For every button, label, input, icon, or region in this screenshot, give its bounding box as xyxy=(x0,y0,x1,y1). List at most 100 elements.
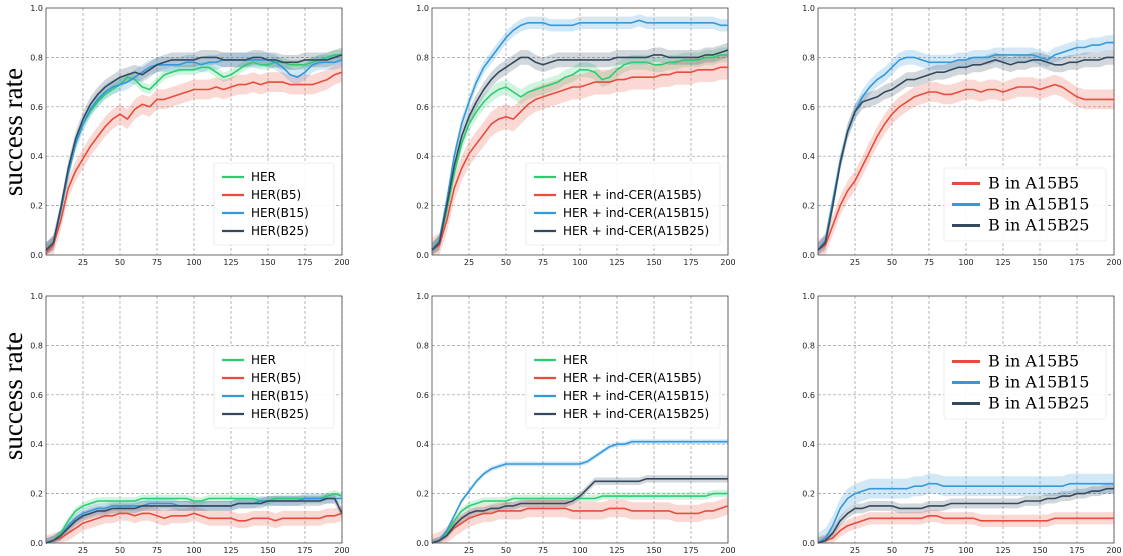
y-tick-label: 0.2 xyxy=(802,202,815,211)
axis-frame xyxy=(817,7,1115,256)
x-tick-label: 175 xyxy=(683,546,698,555)
series-line-2 xyxy=(431,66,728,251)
y-tick-label: 0.2 xyxy=(416,490,429,499)
legend-box xyxy=(213,345,335,429)
legend-label: B in A15B15 xyxy=(988,195,1089,214)
x-tick-label: 100 xyxy=(186,546,201,555)
subplot-3: 25 50 75 100 125 150 175 200 0.0 0.2 0.4 0.6 0.8 1.0 B… xyxy=(802,4,1121,267)
x-tick-label: 50 xyxy=(115,258,125,267)
legend-label: HER xyxy=(563,170,588,184)
y-tick-label: 0.2 xyxy=(30,202,43,211)
y-tick-label: 0.0 xyxy=(416,251,429,260)
y-tick-label: 0.0 xyxy=(30,251,43,260)
x-tick-label: 175 xyxy=(1069,546,1084,555)
series-line-3 xyxy=(431,19,728,251)
legend-box xyxy=(943,345,1107,420)
y-tick-label: 0.8 xyxy=(802,341,815,350)
x-tick-label: 25 xyxy=(78,546,88,555)
series-line-1 xyxy=(431,54,728,251)
legend-label: HER(B5) xyxy=(251,371,301,385)
y-tick-label: 1.0 xyxy=(416,4,429,13)
axis-frame xyxy=(431,295,729,544)
y-tick-label: 0.4 xyxy=(416,440,429,449)
y-tick-label: 0.8 xyxy=(416,341,429,350)
series-band-1 xyxy=(818,74,1114,255)
x-tick-label: 75 xyxy=(924,258,934,267)
y-tick-label: 1.0 xyxy=(416,292,429,301)
y-tick-label: 0.6 xyxy=(30,391,43,400)
x-tick-label: 200 xyxy=(334,258,349,267)
y-tick-label: 0.2 xyxy=(802,490,815,499)
x-tick-label: 75 xyxy=(538,546,548,555)
y-tick-label: 0.6 xyxy=(802,103,815,112)
y-tick-label: 0.0 xyxy=(802,251,815,260)
y-tick-label: 1.0 xyxy=(802,4,815,13)
x-tick-label: 125 xyxy=(609,258,624,267)
x-tick-label: 200 xyxy=(1106,546,1121,555)
y-tick-label: 0.0 xyxy=(30,539,43,548)
x-tick-label: 125 xyxy=(223,546,238,555)
y-tick-label: 0.8 xyxy=(30,341,43,350)
series-band-3 xyxy=(432,439,728,543)
y-tick-label: 0.0 xyxy=(416,539,429,548)
legend: B in A15B5 B in A15B15 B in A15B25 xyxy=(943,167,1107,242)
x-tick-label: 175 xyxy=(297,258,312,267)
series-line-3 xyxy=(817,487,1114,544)
x-tick-label: 200 xyxy=(720,546,735,555)
series-line-1 xyxy=(45,492,343,544)
x-tick-label: 150 xyxy=(1032,258,1047,267)
y-tick-label: 0.2 xyxy=(30,490,43,499)
series-line-4 xyxy=(45,54,343,251)
legend-label: HER + ind-CER(A15B15) xyxy=(563,206,709,220)
series-band-2 xyxy=(818,473,1114,543)
row-1-ylabel: success rate xyxy=(0,68,28,196)
axis-frame xyxy=(431,7,729,256)
y-tick-label: 0.8 xyxy=(416,53,429,62)
x-tick-label: 50 xyxy=(887,546,897,555)
x-tick-label: 150 xyxy=(646,546,661,555)
x-tick-label: 200 xyxy=(334,546,349,555)
y-tick-label: 0.6 xyxy=(416,391,429,400)
legend-label: B in A15B15 xyxy=(988,373,1089,392)
x-tick-label: 200 xyxy=(1106,258,1121,267)
legend: HER HER + ind-CER(A15B5) HER + ind-CER(A15… xyxy=(525,162,721,246)
series-line-2 xyxy=(431,505,729,544)
y-tick-label: 1.0 xyxy=(30,292,43,301)
x-tick-label: 100 xyxy=(572,258,587,267)
axis-frame xyxy=(45,7,343,256)
x-tick-label: 50 xyxy=(887,258,897,267)
series-line-3 xyxy=(431,440,728,544)
series-line-4 xyxy=(431,477,728,544)
legend-label: HER + ind-CER(A15B25) xyxy=(563,407,709,421)
x-tick-label: 25 xyxy=(464,546,474,555)
series-band-1 xyxy=(46,489,342,543)
legend-label: HER xyxy=(563,353,588,367)
series-line-1 xyxy=(45,54,342,251)
series-line-3 xyxy=(45,59,343,251)
legend-box xyxy=(943,167,1107,242)
subplot-5: 25 50 75 100 125 150 175 200 0.0 0.2 0.4 0.6 0.8 1.0 H… xyxy=(416,292,735,555)
y-tick-label: 0.4 xyxy=(802,440,815,449)
series-line-2 xyxy=(817,482,1114,544)
x-tick-label: 125 xyxy=(609,546,624,555)
legend-label: HER(B15) xyxy=(251,206,309,220)
series-band-2 xyxy=(432,54,728,256)
series-line-2 xyxy=(817,41,1114,251)
legend: HER HER + ind-CER(A15B5) HER + ind-CER(A15… xyxy=(525,345,721,429)
series-line-1 xyxy=(817,83,1114,251)
x-tick-label: 75 xyxy=(538,258,548,267)
axis-frame xyxy=(817,295,1115,544)
x-tick-label: 75 xyxy=(152,546,162,555)
legend-label: HER xyxy=(251,170,276,184)
series-band-4 xyxy=(432,42,728,255)
x-tick-label: 25 xyxy=(464,258,474,267)
x-tick-label: 25 xyxy=(850,546,860,555)
x-tick-label: 75 xyxy=(152,258,162,267)
y-tick-label: 0.2 xyxy=(416,202,429,211)
series-band-2 xyxy=(46,62,342,255)
x-tick-label: 175 xyxy=(297,546,312,555)
x-tick-label: 125 xyxy=(995,258,1010,267)
x-tick-label: 50 xyxy=(501,258,511,267)
x-tick-label: 150 xyxy=(260,546,275,555)
